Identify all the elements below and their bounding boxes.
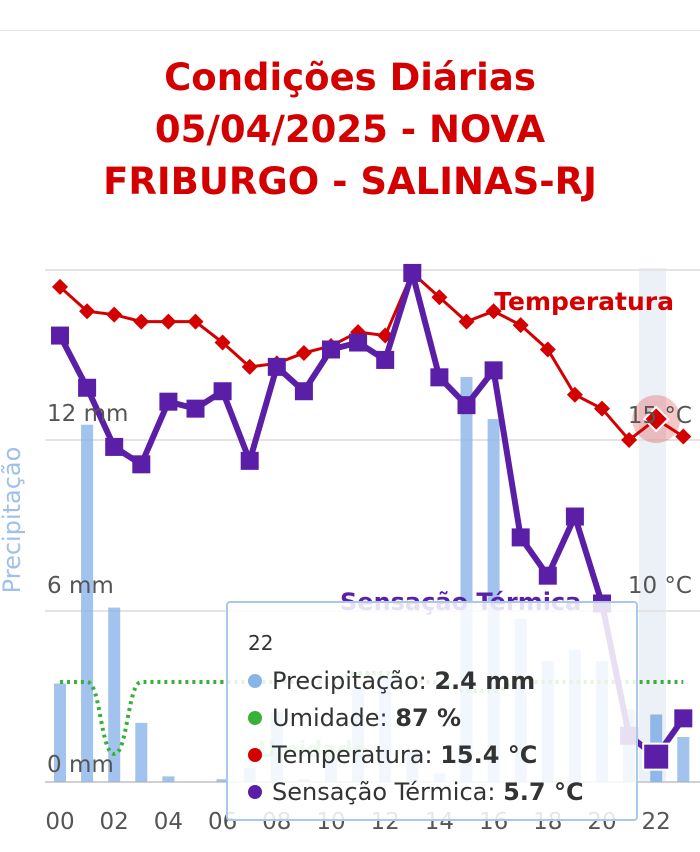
temperature-point — [431, 289, 448, 306]
temperature-point — [133, 313, 150, 330]
temperature-point — [621, 431, 638, 448]
temperature-point — [512, 317, 529, 334]
feels-like-point — [457, 396, 476, 415]
feels-like-point — [132, 455, 151, 474]
feels-like-point — [78, 378, 97, 397]
feels-like-line — [57, 269, 686, 760]
feels-like-point — [267, 357, 286, 376]
tooltip-header: 22 — [248, 631, 274, 655]
temperature-point — [79, 303, 96, 320]
x-tick-label: 00 — [45, 809, 74, 835]
temp-tick-label: 10 °C — [628, 573, 692, 599]
temperature-point — [52, 278, 68, 295]
data-tooltip: 22 Precipitação: 2.4 mm Umidade: 87 % Te… — [226, 601, 638, 821]
feels-like-point — [159, 392, 178, 411]
chart-title-line-3: FRIBURGO - SALINAS-RJ — [103, 160, 597, 203]
chart-title: Condições Diárias 05/04/2025 - NOVA FRIB… — [0, 52, 700, 208]
feels-like-point — [322, 340, 340, 359]
temperature-point — [566, 386, 583, 403]
temperature-point — [458, 313, 475, 330]
precip-bar — [135, 722, 148, 782]
temperature-point — [539, 341, 556, 358]
feels-like-point — [430, 368, 449, 387]
precip-tick-label: 0 mm — [47, 752, 114, 778]
temperature-point — [241, 358, 258, 375]
feels-like-point — [186, 399, 205, 418]
temperature-point — [295, 344, 312, 361]
feels-like-point — [294, 382, 313, 401]
temperature-point — [642, 405, 670, 433]
temperature-point — [675, 428, 692, 445]
feels-like-series — [51, 263, 693, 771]
tooltip-humidity-label: Umidade: — [272, 704, 388, 732]
tooltip-temperature-label: Temperatura: — [272, 741, 433, 769]
feels-like-point — [51, 326, 69, 345]
feels-like-point — [240, 451, 259, 470]
hover-band — [639, 268, 666, 782]
feels-like-point — [484, 361, 503, 380]
tooltip-temperature-value: 15.4 °C — [440, 741, 538, 769]
precip-bar — [81, 424, 94, 782]
feels-like-point — [105, 437, 124, 456]
tooltip-row-temperature: Temperatura: 15.4 °C — [248, 741, 537, 769]
temperature-point — [485, 303, 502, 320]
tooltip-humidity-value: 87 % — [395, 704, 462, 732]
precip-bar — [677, 736, 690, 782]
feels-like-point — [674, 709, 693, 728]
chart-title-line-1: Condições Diárias — [164, 56, 536, 99]
tooltip-row-feels-like: Sensação Térmica: 5.7 °C — [248, 778, 584, 806]
chart-title-line-2: 05/04/2025 - NOVA — [154, 108, 546, 151]
humidity-dot-icon — [248, 711, 262, 725]
precip-axis-label: Precipitação — [0, 447, 26, 594]
feels-like-point — [511, 528, 530, 547]
tooltip-precip-value: 2.4 mm — [434, 667, 536, 695]
precip-bar — [216, 779, 229, 782]
temp-tick-label: 15 °C — [628, 403, 692, 429]
feels-like-point — [376, 350, 395, 369]
precip-dot-icon — [248, 674, 262, 688]
temperature-point — [594, 400, 610, 417]
feels-like-point — [642, 742, 671, 771]
temperature-series-label: Temperatura — [494, 287, 674, 316]
feels-like-point — [403, 263, 422, 282]
precip-bar — [108, 607, 121, 782]
precip-tick-label: 6 mm — [47, 573, 114, 599]
x-tick-label: 04 — [154, 809, 183, 835]
tooltip-row-precip: Precipitação: 2.4 mm — [248, 667, 535, 695]
temperature-point — [160, 313, 177, 330]
feels-like-point — [213, 382, 232, 401]
precip-tick-label: 12 mm — [47, 401, 128, 427]
temperature-point — [214, 334, 231, 351]
feels-like-dot-icon — [248, 785, 262, 799]
tooltip-feels-like-value: 5.7 °C — [503, 778, 584, 806]
tooltip-feels-like-label: Sensação Térmica: — [272, 778, 496, 806]
x-tick-label: 02 — [100, 809, 129, 835]
tooltip-precip-label: Precipitação: — [272, 667, 427, 695]
feels-like-point — [538, 566, 557, 585]
feels-like-point — [349, 333, 368, 352]
temperature-dot-icon — [248, 748, 262, 762]
precip-bar — [54, 683, 66, 782]
tooltip-row-humidity: Umidade: 87 % — [248, 704, 461, 732]
x-tick-label: 22 — [642, 809, 671, 835]
feels-like-point — [565, 507, 584, 526]
temperature-point — [106, 306, 123, 323]
temperature-point — [187, 313, 204, 330]
precip-bar — [162, 776, 175, 782]
top-divider — [0, 30, 700, 31]
